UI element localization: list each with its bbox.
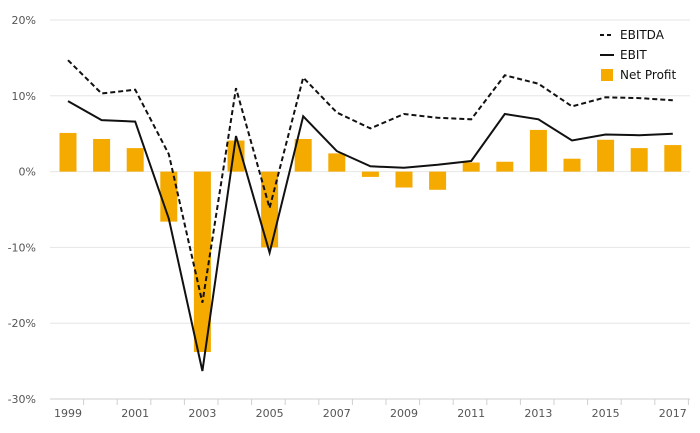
- net-profit-bar: [664, 145, 682, 172]
- x-tick-label: 2005: [256, 407, 284, 420]
- x-tick-label: 2017: [659, 407, 687, 420]
- legend-net-profit-label: Net Profit: [620, 68, 676, 82]
- y-tick-label: 0%: [19, 166, 36, 179]
- x-tick-label: 2013: [524, 407, 552, 420]
- net-profit-bar: [496, 161, 514, 172]
- net-profit-bar: [563, 158, 581, 172]
- x-tick-label: 2015: [592, 407, 620, 420]
- net-profit-bar: [328, 153, 346, 172]
- legend: EBITDA EBIT Net Profit: [600, 28, 676, 82]
- net-profit-bar: [429, 171, 447, 190]
- x-tick-label: 2007: [323, 407, 351, 420]
- net-profit-bar: [529, 129, 547, 172]
- x-tick-label: 1999: [54, 407, 82, 420]
- net-profit-bar: [93, 139, 111, 172]
- ebit-line: [67, 100, 673, 372]
- legend-ebit-label: EBIT: [620, 48, 647, 62]
- net-profit-bar: [294, 139, 312, 172]
- x-tick-label: 2009: [390, 407, 418, 420]
- y-tick-label: 20%: [12, 14, 36, 27]
- net-profit-bar: [126, 148, 144, 172]
- y-tick-label: -10%: [8, 241, 36, 254]
- legend-net-profit-swatch: [601, 69, 613, 81]
- net-profit-bar: [395, 171, 413, 188]
- ebitda-line: [67, 59, 673, 303]
- y-tick-label: 10%: [12, 90, 36, 103]
- series-lines: [67, 59, 673, 372]
- net-profit-bars: [59, 129, 682, 353]
- net-profit-bar: [597, 139, 615, 172]
- net-profit-bar: [630, 148, 648, 172]
- legend-ebitda-label: EBITDA: [620, 28, 665, 42]
- x-tick-label: 2001: [121, 407, 149, 420]
- x-axis: 1999 2001 2003 2005 2007 2009 2011 2013 2015 2017: [50, 398, 690, 420]
- net-profit-bar: [361, 171, 379, 177]
- x-tick-label: 2003: [188, 407, 216, 420]
- y-tick-label: -20%: [8, 317, 36, 330]
- y-axis-ticks: 20% 10% 0% -10% -20% -30%: [8, 14, 36, 406]
- net-profit-bar: [59, 132, 77, 172]
- net-profit-bar: [193, 171, 211, 353]
- x-tick-label: 2011: [457, 407, 485, 420]
- net-profit-bar: [462, 162, 480, 172]
- y-tick-label: -30%: [8, 393, 36, 406]
